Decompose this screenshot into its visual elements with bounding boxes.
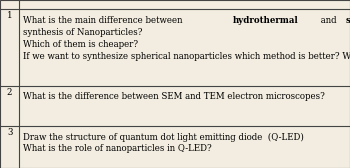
Text: What is the role of nanoparticles in Q-LED?: What is the role of nanoparticles in Q-L… xyxy=(23,144,212,154)
Text: If we want to synthesize spherical nanoparticles which method is better? Why?: If we want to synthesize spherical nanop… xyxy=(23,52,350,61)
Text: 3: 3 xyxy=(7,128,12,137)
Text: solvothermal: solvothermal xyxy=(345,16,350,25)
Text: Which of them is cheaper?: Which of them is cheaper? xyxy=(23,40,139,49)
Text: 1: 1 xyxy=(7,11,13,20)
Text: 2: 2 xyxy=(7,88,12,97)
Text: Draw the structure of quantum dot light emitting diode  (Q-LED): Draw the structure of quantum dot light … xyxy=(23,132,304,141)
Text: What is the difference between SEM and TEM electron microscopes?: What is the difference between SEM and T… xyxy=(23,92,326,101)
Text: What is the main difference between: What is the main difference between xyxy=(23,16,186,25)
Text: hydrothermal: hydrothermal xyxy=(233,16,299,25)
Text: and: and xyxy=(318,16,339,25)
Text: synthesis of Nanoparticles?: synthesis of Nanoparticles? xyxy=(23,28,143,37)
